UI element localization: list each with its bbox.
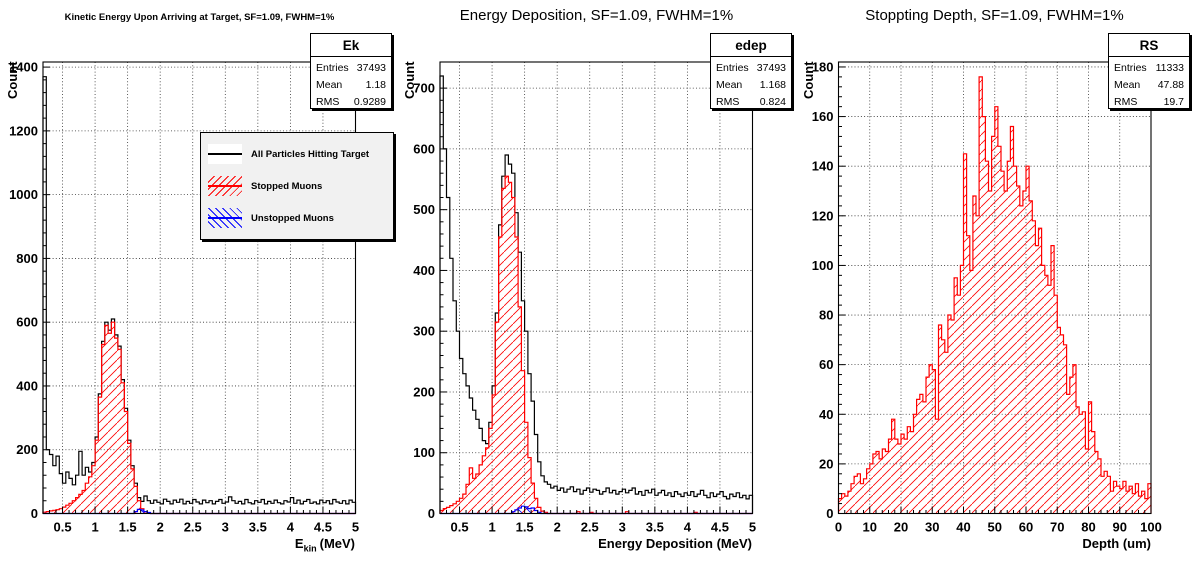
svg-text:400: 400 (16, 378, 38, 393)
legend-entry-all-particles: All Particles Hitting Target (201, 144, 393, 164)
svg-text:1: 1 (91, 520, 98, 535)
svg-text:600: 600 (413, 141, 435, 156)
svg-text:20: 20 (819, 456, 833, 471)
stats-row-entries: Entries 37493 (316, 62, 386, 74)
svg-text:10: 10 (863, 520, 877, 535)
svg-text:140: 140 (812, 159, 834, 174)
svg-text:0: 0 (31, 506, 38, 521)
stats-row-rms: RMS 0.824 (716, 96, 786, 108)
svg-text:40: 40 (956, 520, 970, 535)
svg-text:60: 60 (1019, 520, 1033, 535)
legend-swatch (208, 176, 242, 196)
svg-text:3: 3 (619, 520, 626, 535)
svg-text:50: 50 (988, 520, 1002, 535)
svg-text:4.5: 4.5 (711, 520, 729, 535)
legend-swatch (208, 144, 242, 164)
svg-text:1: 1 (488, 520, 495, 535)
svg-text:0: 0 (835, 520, 842, 535)
stats-row-rms: RMS 0.9289 (316, 96, 386, 108)
svg-text:300: 300 (413, 324, 435, 339)
legend-line (208, 185, 242, 187)
stats-row-mean: Mean 1.18 (316, 79, 386, 91)
stats-row-entries: Entries 11333 (1114, 62, 1184, 74)
stats-box-rs: RS Entries 11333 Mean 47.88 RMS 19.7 (1108, 33, 1190, 109)
legend-entry-stopped-muons: Stopped Muons (201, 176, 393, 196)
pad2-y-axis-title: Count (402, 61, 417, 99)
svg-text:100: 100 (812, 258, 834, 273)
svg-text:1400: 1400 (9, 60, 38, 75)
svg-text:1.5: 1.5 (119, 520, 137, 535)
legend: All Particles Hitting Target Stopped Muo… (200, 132, 394, 240)
stats-title: edep (711, 34, 791, 57)
svg-text:2.5: 2.5 (581, 520, 599, 535)
svg-text:60: 60 (819, 357, 833, 372)
svg-text:600: 600 (16, 315, 38, 330)
svg-text:700: 700 (413, 81, 435, 96)
svg-text:5: 5 (352, 520, 359, 535)
svg-text:2: 2 (554, 520, 561, 535)
stats-box-ek: Ek Entries 37493 Mean 1.18 RMS 0.9289 (310, 33, 392, 109)
svg-text:1200: 1200 (9, 123, 38, 138)
pad1-x-axis-title: Ekin (MeV) (43, 536, 355, 554)
pad1-title: Kinetic Energy Upon Arriving at Target, … (64, 12, 335, 23)
stats-title: Ek (311, 34, 391, 57)
pad2-title: Energy Deposition, SF=1.09, FWHM=1% (459, 7, 734, 24)
svg-text:0.5: 0.5 (53, 520, 71, 535)
svg-text:0: 0 (826, 506, 833, 521)
svg-text:160: 160 (812, 109, 834, 124)
stats-box-edep: edep Entries 37493 Mean 1.168 RMS 0.824 (710, 33, 792, 109)
svg-text:3: 3 (222, 520, 229, 535)
svg-text:70: 70 (1050, 520, 1064, 535)
svg-text:3.5: 3.5 (646, 520, 664, 535)
stats-title: RS (1109, 34, 1189, 57)
svg-text:5: 5 (749, 520, 756, 535)
svg-text:30: 30 (925, 520, 939, 535)
pad3-y-axis-title: Count (801, 61, 816, 99)
stats-row-mean: Mean 47.88 (1114, 79, 1184, 91)
pad3-x-axis-title: Depth (um) (1082, 536, 1151, 551)
svg-text:4.5: 4.5 (314, 520, 332, 535)
svg-text:80: 80 (1081, 520, 1095, 535)
svg-text:800: 800 (16, 251, 38, 266)
svg-text:1.5: 1.5 (516, 520, 534, 535)
stats-row-entries: Entries 37493 (716, 62, 786, 74)
svg-text:40: 40 (819, 407, 833, 422)
x-label-symbol: E (294, 536, 304, 551)
svg-text:4: 4 (287, 520, 295, 535)
svg-text:120: 120 (812, 208, 834, 223)
legend-label: Unstopped Muons (251, 212, 334, 224)
svg-text:0.5: 0.5 (450, 520, 468, 535)
svg-text:20: 20 (894, 520, 908, 535)
svg-text:90: 90 (1113, 520, 1127, 535)
x-label-subscript: kin (303, 543, 317, 554)
pad3-title: Stoppting Depth, SF=1.09, FWHM=1% (865, 7, 1124, 24)
svg-text:1000: 1000 (9, 187, 38, 202)
legend-entry-unstopped-muons: Unstopped Muons (201, 208, 393, 228)
legend-line (208, 217, 242, 219)
svg-text:400: 400 (413, 263, 435, 278)
x-label-unit: (MeV) (319, 536, 355, 551)
svg-text:100: 100 (413, 445, 435, 460)
legend-swatch (208, 208, 242, 228)
svg-text:180: 180 (812, 59, 834, 74)
svg-text:4: 4 (684, 520, 692, 535)
svg-text:3.5: 3.5 (249, 520, 267, 535)
legend-label: Stopped Muons (251, 180, 323, 192)
svg-text:500: 500 (413, 202, 435, 217)
legend-label: All Particles Hitting Target (251, 148, 370, 160)
legend-line (208, 153, 242, 155)
pad1-y-axis-title: Count (5, 61, 20, 99)
svg-text:2.5: 2.5 (184, 520, 202, 535)
svg-text:80: 80 (819, 308, 833, 323)
svg-text:100: 100 (1140, 520, 1162, 535)
stats-row-mean: Mean 1.168 (716, 79, 786, 91)
svg-text:200: 200 (16, 442, 38, 457)
svg-text:0: 0 (428, 506, 435, 521)
pad2-x-axis-title: Energy Deposition (MeV) (598, 536, 752, 551)
svg-text:200: 200 (413, 384, 435, 399)
stats-row-rms: RMS 19.7 (1114, 96, 1184, 108)
svg-text:2: 2 (157, 520, 164, 535)
